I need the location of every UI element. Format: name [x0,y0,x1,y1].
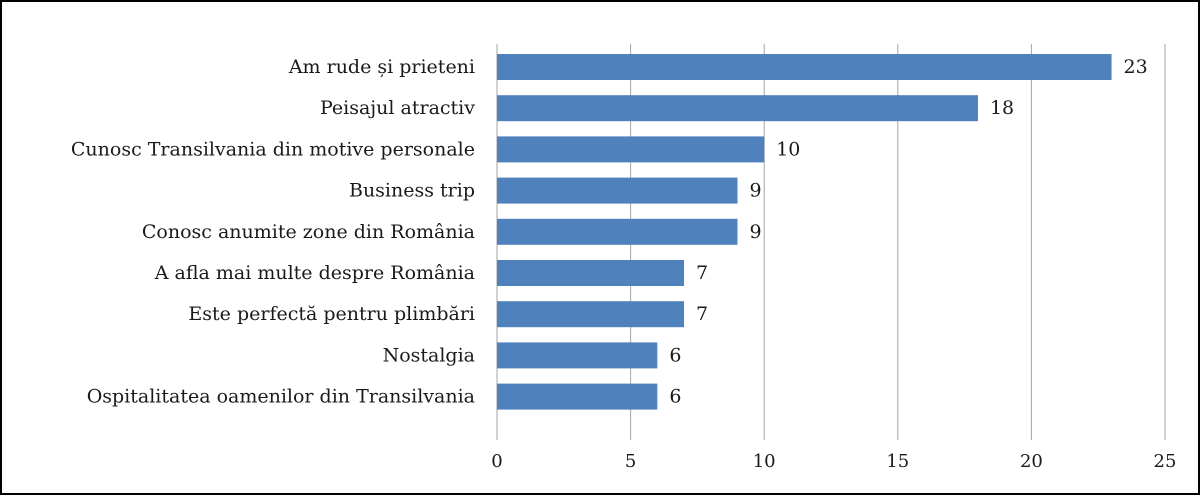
bars [497,54,1112,410]
tick-label: 20 [1020,451,1043,472]
bar [497,260,685,286]
tick-label: 15 [886,451,909,472]
data-label: 7 [696,303,708,325]
data-label: 23 [1124,56,1148,78]
category-label: Peisajul atractiv [320,97,475,119]
bar [497,95,978,122]
bar [497,218,738,245]
data-label: 10 [776,138,800,160]
tick-label: 10 [753,451,776,472]
category-label: Am rude și prieteni [288,56,475,78]
category-label: Conosc anumite zone din România [142,221,475,243]
category-labels: Am rude și prieteni Peisajul atractiv Cuno… [71,56,475,408]
bar [497,342,658,369]
bar [497,136,765,163]
tick-label: 5 [625,451,636,472]
category-label: Nostalgia [383,344,475,366]
tick-label: 0 [491,451,502,472]
bar [497,301,685,328]
data-label: 6 [669,344,681,366]
data-label: 18 [990,97,1014,119]
data-label: 9 [749,180,761,202]
x-axis-ticks: 0 5 10 15 20 25 [491,451,1176,472]
bar [497,54,1112,80]
category-label: Este perfectă pentru plimbări [188,303,475,325]
data-label: 6 [669,386,681,408]
data-label: 7 [696,262,708,284]
category-label: Cunosc Transilvania din motive personale [71,138,475,160]
category-label: Ospitalitatea oamenilor din Transilvania [87,386,475,408]
category-label: A afla mai multe despre România [154,262,475,284]
bar [497,177,738,204]
tick-label: 25 [1154,451,1177,472]
bar [497,383,658,410]
data-label: 9 [749,221,761,243]
category-label: Business trip [349,180,475,202]
